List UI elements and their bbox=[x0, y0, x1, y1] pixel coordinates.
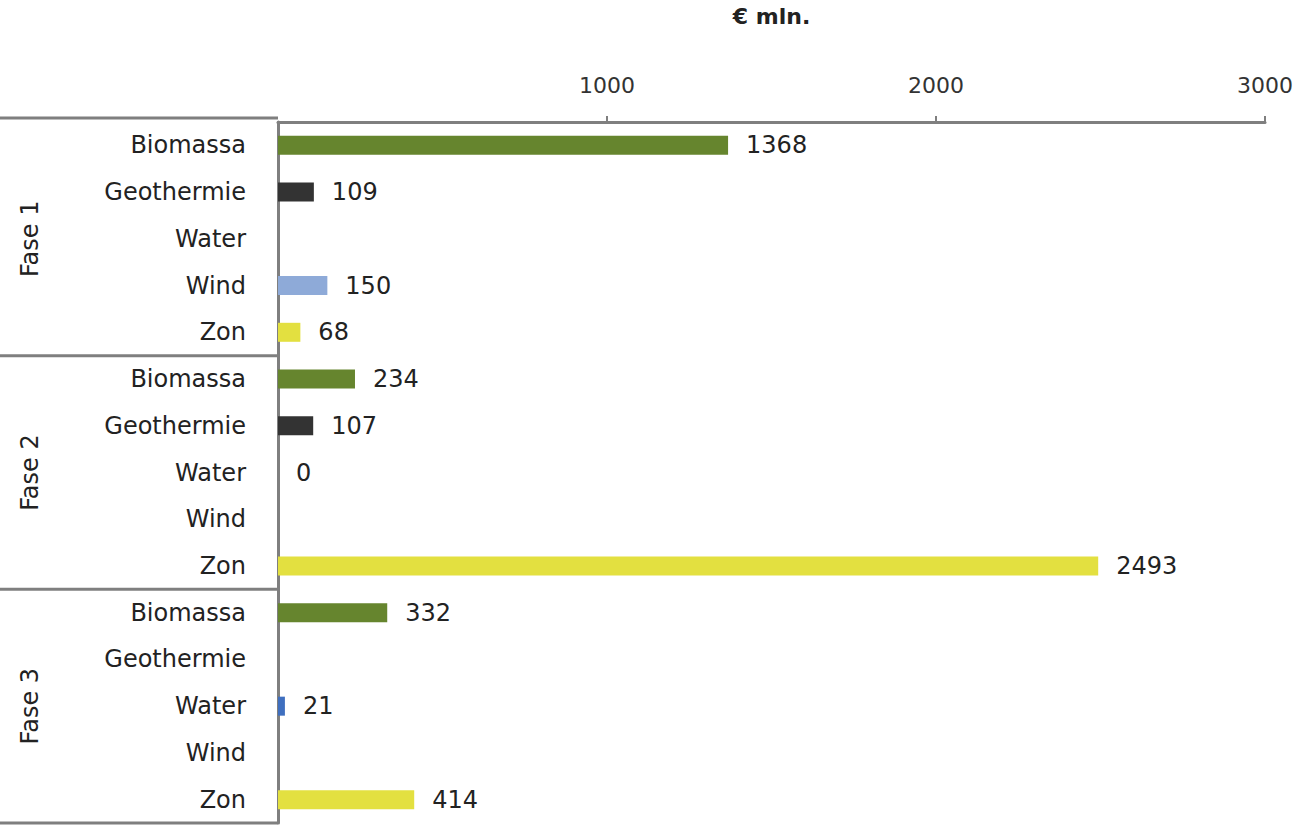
svg-text:Water: Water bbox=[175, 692, 246, 720]
svg-text:Geothermie: Geothermie bbox=[104, 412, 246, 440]
svg-text:1368: 1368 bbox=[746, 131, 807, 159]
svg-text:Fase 2: Fase 2 bbox=[16, 434, 44, 510]
svg-text:Biomassa: Biomassa bbox=[130, 131, 246, 159]
svg-text:Fase 1: Fase 1 bbox=[16, 201, 44, 277]
svg-text:Geothermie: Geothermie bbox=[104, 178, 246, 206]
svg-text:Fase 3: Fase 3 bbox=[16, 668, 44, 744]
svg-text:Wind: Wind bbox=[186, 739, 246, 767]
svg-text:Biomassa: Biomassa bbox=[130, 365, 246, 393]
svg-text:3000: 3000 bbox=[1237, 73, 1293, 98]
svg-text:2493: 2493 bbox=[1116, 552, 1177, 580]
svg-text:109: 109 bbox=[332, 178, 378, 206]
svg-text:234: 234 bbox=[373, 365, 419, 393]
svg-text:21: 21 bbox=[303, 692, 334, 720]
svg-text:Water: Water bbox=[175, 225, 246, 253]
svg-text:Wind: Wind bbox=[186, 272, 246, 300]
svg-text:Zon: Zon bbox=[200, 552, 246, 580]
svg-text:2000: 2000 bbox=[908, 73, 964, 98]
svg-text:150: 150 bbox=[345, 272, 391, 300]
svg-text:Zon: Zon bbox=[200, 786, 246, 814]
svg-text:1000: 1000 bbox=[579, 73, 635, 98]
svg-text:414: 414 bbox=[432, 786, 478, 814]
svg-text:Geothermie: Geothermie bbox=[104, 645, 246, 673]
svg-text:Biomassa: Biomassa bbox=[130, 599, 246, 627]
svg-text:332: 332 bbox=[405, 599, 451, 627]
svg-text:68: 68 bbox=[318, 318, 349, 346]
svg-text:107: 107 bbox=[331, 412, 377, 440]
svg-text:Water: Water bbox=[175, 459, 246, 487]
svg-text:Wind: Wind bbox=[186, 505, 246, 533]
svg-text:0: 0 bbox=[296, 459, 311, 487]
svg-text:€ mln.: € mln. bbox=[732, 4, 810, 29]
svg-text:Zon: Zon bbox=[200, 318, 246, 346]
